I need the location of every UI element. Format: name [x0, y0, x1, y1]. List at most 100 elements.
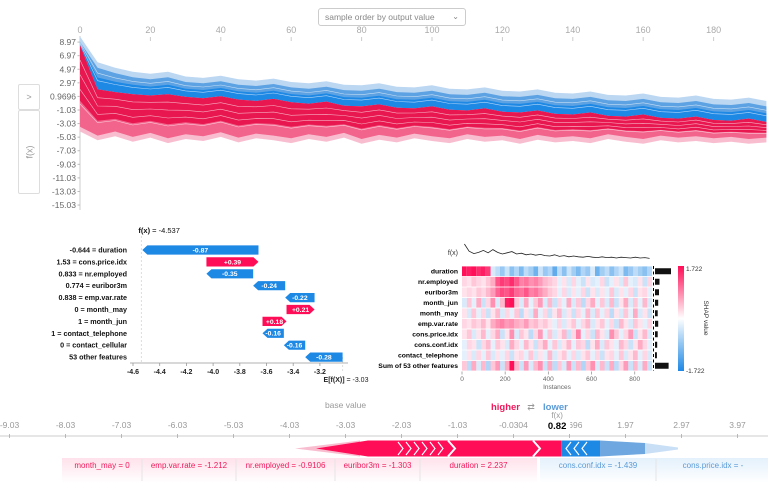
heatmap-cell [580, 308, 586, 319]
heatmap-cell [585, 297, 591, 308]
waterfall-bar [262, 316, 287, 326]
heatmap-cell [647, 350, 653, 361]
heatmap-cell [580, 297, 586, 308]
axis-tick-label: -1.03 [448, 420, 468, 430]
heatmap-cell [462, 276, 467, 287]
heatmap-cell [561, 297, 567, 308]
heatmap-plot: f(x) duration nr.employed euribor3m month_ju… [378, 243, 709, 391]
waterfall-bar [286, 304, 315, 315]
heatmap-cell [538, 360, 543, 371]
heatmap-cell [495, 318, 501, 329]
heatmap-cell [614, 350, 619, 361]
heatmap-cell [552, 308, 558, 319]
heatmap-cell [481, 318, 486, 329]
heatmap-cell [647, 318, 653, 329]
heatmap-cell [504, 287, 510, 298]
heatmap-cell [595, 266, 600, 277]
force-line-red [80, 59, 767, 126]
heatmap-cell [462, 318, 467, 329]
heatmap-cell [580, 360, 586, 371]
heatmap-cell [466, 308, 472, 319]
axis-tick-label: 3.97 [729, 420, 746, 430]
heatmap-cell [647, 360, 653, 371]
heatmap-cell [514, 266, 520, 277]
x-tick-label: -3.2 [314, 369, 326, 376]
heatmap-cell [485, 339, 491, 350]
heatmap-cell [466, 329, 472, 340]
waterfall-bar-value: -0.16 [265, 331, 281, 338]
heatmap-cell [500, 339, 505, 350]
heatmap-row-label: Sum of 53 other features [378, 363, 458, 370]
heatmap-cell [590, 339, 596, 350]
heatmap-cell [595, 360, 600, 371]
heatmap-cell [623, 339, 629, 350]
colorbar-min-label: -1.722 [686, 368, 705, 375]
lower-label: lower [543, 402, 568, 413]
heatmap-cell [623, 360, 629, 371]
x-tick-label: 200 [500, 376, 511, 383]
heatmap-cell [599, 297, 605, 308]
heatmap-cell [604, 287, 610, 298]
heatmap-cell [476, 350, 482, 361]
heatmap-cell [485, 329, 491, 340]
heatmap-cell [509, 266, 515, 277]
higher-lower-arrows-icon: ⇄ [527, 402, 535, 412]
axis-tick-label: 1.97 [617, 420, 634, 430]
force-line-blue [80, 43, 767, 117]
expand-panel-button[interactable]: > [18, 84, 40, 110]
waterfall-row-label: 1 = contact_telephone [51, 329, 127, 338]
heatmap-cell [547, 329, 553, 340]
y-tick-label: 4.97 [59, 64, 76, 74]
heatmap-cell [618, 318, 624, 329]
heatmap-cell [614, 329, 619, 340]
x-tick-label: 80 [357, 25, 367, 35]
heatmap-cell [599, 287, 605, 298]
heatmap-cell [633, 339, 638, 350]
heatmap-cell [471, 360, 477, 371]
heatmap-cell [642, 360, 648, 371]
mean-shap-bar [655, 268, 671, 275]
heatmap-row-label: cons.price.idx [412, 332, 458, 339]
heatmap-cell [490, 287, 496, 298]
heatmap-cell [481, 266, 486, 277]
fx-axis-toggle-button[interactable]: f(x) [18, 110, 40, 194]
axis-tick-label: -7.03 [112, 420, 132, 430]
heatmap-cell [552, 276, 558, 287]
heatmap-cell [614, 266, 619, 277]
segment-chevron-right [532, 439, 542, 458]
y-tick-label: -7.03 [57, 146, 77, 156]
heatmap-cell [628, 308, 634, 319]
heatmap-cell [557, 329, 562, 340]
heatmap-cell [585, 287, 591, 298]
heatmap-cell [495, 276, 501, 287]
heatmap-cell [623, 297, 629, 308]
heatmap-cell [523, 276, 529, 287]
force-fx-value: 0.82 [548, 421, 567, 432]
y-tick-label: -11.03 [53, 173, 77, 183]
heatmap-cell [471, 350, 477, 361]
heatmap-cell [538, 308, 543, 319]
heatmap-cell [552, 297, 558, 308]
heatmap-cell [585, 308, 591, 319]
waterfall-bar-value: -0.87 [193, 247, 209, 254]
heatmap-cell [633, 297, 638, 308]
x-tick-label: -4.6 [127, 369, 139, 376]
heatmap-cell [561, 308, 567, 319]
heatmap-cell [471, 329, 477, 340]
heatmap-cell [547, 318, 553, 329]
heatmap-cell [476, 276, 482, 287]
heatmap-cell [523, 297, 529, 308]
heatmap-cell [571, 308, 577, 319]
heatmap-cell [633, 318, 638, 329]
heatmap-cell [642, 339, 648, 350]
heatmap-cell [566, 276, 572, 287]
heatmap-cell [542, 350, 548, 361]
heatmap-cell [623, 350, 629, 361]
heatmap-cell [561, 360, 567, 371]
heatmap-cell [538, 350, 543, 361]
heatmap-cell [495, 308, 501, 319]
heatmap-cell [609, 297, 615, 308]
sample-order-dropdown[interactable]: sample order by output value ⌄ [318, 8, 466, 26]
force-fx-label: f(x) [551, 411, 563, 420]
heatmap-cell [462, 287, 467, 298]
